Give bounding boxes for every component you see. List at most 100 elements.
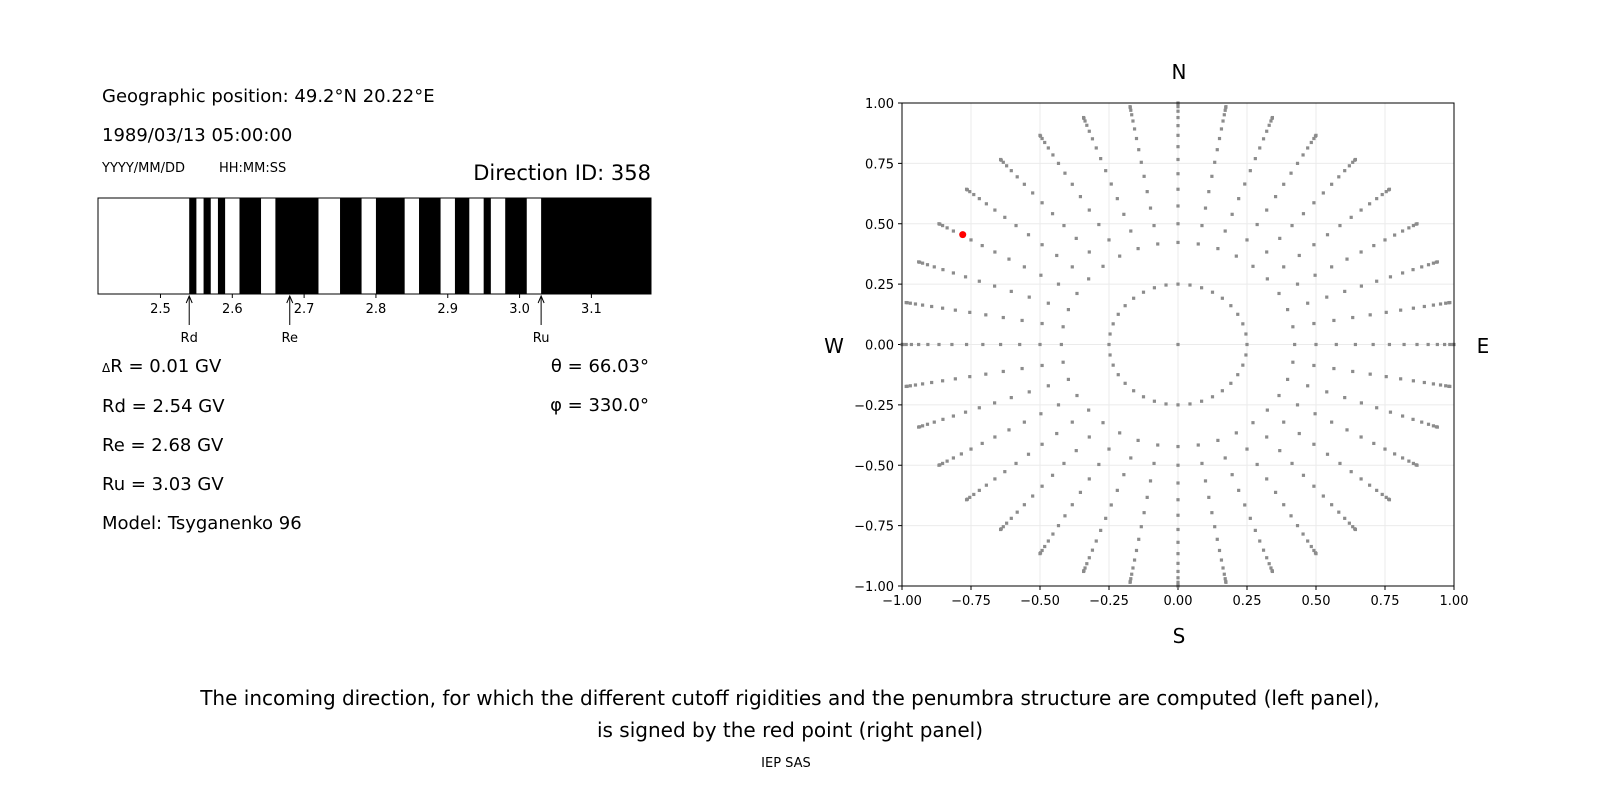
direction-point	[1306, 301, 1310, 305]
direction-point	[1309, 140, 1313, 145]
direction-point	[1255, 462, 1259, 467]
direction-point	[1387, 342, 1392, 347]
y-tick-label: 0.25	[865, 278, 894, 293]
direction-point	[925, 263, 930, 267]
direction-point	[908, 384, 912, 388]
direction-point	[1359, 284, 1363, 288]
direction-point	[1351, 525, 1355, 529]
direction-point	[1431, 261, 1436, 265]
direction-point	[1217, 136, 1222, 141]
direction-point	[1003, 215, 1007, 219]
direction-point	[1265, 250, 1269, 254]
x-tick-label: 2.8	[366, 302, 387, 317]
y-tick-label: −0.25	[854, 399, 894, 414]
direction-point	[993, 401, 997, 405]
direction-point	[1345, 428, 1349, 432]
marker-arrowhead	[286, 294, 294, 304]
direction-point	[1343, 289, 1347, 294]
direction-point	[1111, 363, 1115, 367]
direction-point	[1380, 492, 1384, 497]
direction-point	[1123, 381, 1127, 385]
direction-point	[1217, 548, 1222, 553]
direction-point	[1401, 456, 1405, 460]
direction-point	[1152, 286, 1157, 290]
direction-point	[1223, 229, 1227, 233]
direction-point	[977, 279, 981, 283]
direction-point	[1353, 157, 1358, 162]
direction-point	[977, 488, 981, 492]
direction-point	[968, 375, 972, 379]
direction-point	[1330, 420, 1334, 424]
direction-point	[1063, 514, 1067, 518]
direction-point	[930, 304, 934, 309]
direction-point	[1244, 332, 1248, 336]
ru-value: Ru = 3.03 GV	[102, 474, 224, 495]
direction-point	[1269, 119, 1273, 123]
direction-point	[941, 379, 945, 383]
direction-point	[1375, 406, 1379, 410]
scatter-frame	[901, 102, 1455, 587]
direction-point	[1009, 289, 1013, 294]
direction-point	[1359, 208, 1363, 212]
direction-point	[1448, 342, 1452, 347]
direction-point	[1393, 452, 1397, 456]
direction-point	[964, 498, 969, 502]
direction-point	[1176, 540, 1180, 544]
direction-point	[1312, 442, 1316, 446]
direction-point	[969, 238, 973, 242]
direction-point	[1295, 161, 1300, 165]
direction-point	[1282, 265, 1286, 269]
direction-point	[1407, 459, 1411, 463]
direction-point	[1223, 577, 1227, 581]
direction-point	[1031, 494, 1035, 498]
direction-point	[1330, 182, 1334, 186]
direction-point	[1291, 325, 1295, 329]
direction-point	[1230, 212, 1234, 216]
direction-point	[1131, 566, 1135, 570]
direction-point	[984, 483, 988, 487]
direction-point	[1415, 222, 1419, 226]
direction-point	[1290, 461, 1294, 466]
direction-point	[1248, 169, 1252, 173]
direction-point	[1325, 295, 1329, 299]
direction-point	[1245, 447, 1249, 451]
x-tick-label: 2.9	[437, 302, 458, 317]
direction-point	[1196, 242, 1200, 246]
x-tick-label: 3.0	[509, 302, 530, 317]
direction-point	[972, 192, 976, 197]
direction-point	[1001, 315, 1005, 320]
direction-point	[1312, 548, 1316, 553]
direction-point	[1321, 494, 1325, 498]
direction-point	[1128, 105, 1132, 109]
x-tick-label: 2.6	[222, 302, 243, 317]
direction-point	[1001, 369, 1005, 374]
direction-point	[1229, 381, 1233, 385]
direction-point	[930, 380, 934, 385]
direction-point	[1277, 393, 1281, 398]
direction-point	[1022, 265, 1026, 269]
direction-point	[1301, 473, 1306, 477]
direction-point	[1312, 243, 1316, 247]
x-tick-label: 0.50	[1302, 594, 1331, 609]
direction-point	[1051, 153, 1055, 157]
direction-point	[1176, 576, 1180, 580]
direction-point	[1221, 566, 1225, 570]
direction-point	[1014, 223, 1018, 228]
direction-point	[1359, 401, 1363, 405]
direction-point	[1176, 403, 1180, 407]
direction-point	[1094, 146, 1098, 150]
direction-point	[1420, 265, 1424, 269]
direction-point	[1108, 353, 1112, 357]
direction-point	[1087, 208, 1091, 212]
allowed-band	[210, 198, 218, 294]
direction-point	[1306, 539, 1310, 543]
direction-point	[1087, 435, 1091, 439]
direction-point	[1219, 127, 1224, 131]
direction-point	[1129, 577, 1133, 581]
direction-point	[1061, 325, 1065, 329]
direction-point	[1145, 495, 1149, 499]
direction-point	[1399, 377, 1403, 381]
direction-point	[1241, 363, 1245, 367]
direction-point	[1107, 238, 1111, 242]
direction-point	[951, 271, 955, 275]
